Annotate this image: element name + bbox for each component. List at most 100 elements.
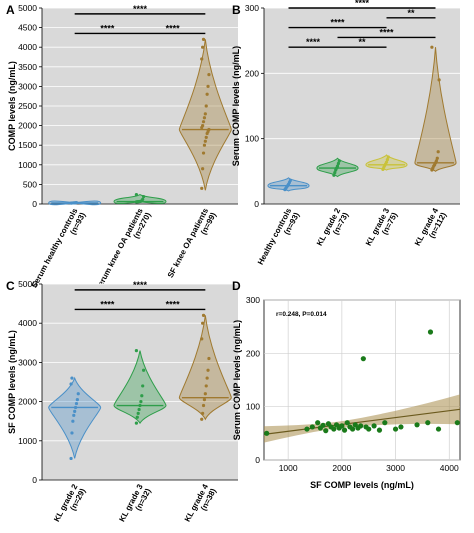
confidence-band	[264, 394, 460, 443]
data-point	[425, 420, 431, 426]
x-tick-label: KL grade 4(n=112)	[413, 206, 448, 251]
y-tick-label: 0	[255, 455, 260, 465]
data-point	[200, 186, 204, 190]
data-point	[202, 143, 207, 147]
x-tick-label: KL grade 2(n=73)	[315, 206, 350, 251]
significance-label: ****	[166, 23, 181, 33]
data-point	[203, 112, 207, 116]
data-point	[75, 398, 79, 402]
data-point	[201, 120, 206, 124]
violin	[414, 47, 457, 173]
data-point	[350, 426, 356, 432]
data-point	[358, 423, 364, 429]
violin	[178, 315, 232, 421]
data-point	[436, 150, 440, 154]
data-point	[206, 84, 210, 88]
data-point	[73, 409, 77, 413]
y-tick-label: 3500	[18, 62, 37, 72]
x-tick-label-line: SF knee OA patients	[166, 206, 211, 279]
data-point	[427, 329, 434, 335]
x-tick-label: 4000	[440, 463, 459, 473]
data-point	[201, 151, 206, 155]
data-point	[74, 401, 79, 406]
x-tick-label: Healthy controls(n=93)	[256, 206, 302, 270]
data-point	[201, 411, 205, 415]
data-point	[203, 392, 207, 396]
x-tick-label: 1000	[279, 463, 298, 473]
significance-label: ****	[306, 37, 321, 47]
y-axis-label: SF COMP levels (ng/mL)	[7, 330, 17, 434]
data-point	[331, 426, 337, 432]
data-point	[205, 376, 209, 380]
data-point	[200, 417, 204, 421]
data-point	[398, 424, 404, 430]
data-point	[70, 431, 74, 435]
y-tick-label: 100	[246, 402, 260, 412]
y-tick-label: 4000	[18, 318, 37, 328]
data-point	[204, 384, 208, 388]
y-tick-label: 5000	[18, 279, 37, 289]
y-tick-label: 1500	[18, 140, 37, 150]
data-point	[134, 349, 138, 353]
data-point	[435, 426, 442, 432]
x-tick-label: Serum healthy controls(n=93)	[30, 206, 88, 293]
y-axis-label: Serum COMP levels (ng/mL)	[232, 320, 242, 440]
data-point	[201, 167, 205, 171]
data-point	[309, 424, 315, 430]
data-point	[333, 171, 337, 175]
data-point	[366, 426, 372, 432]
panel-c: C 0 1000 2000 3000 4000 5000 SF COMP levels (ng…	[6, 279, 238, 527]
data-point	[134, 421, 138, 425]
significance-label: ****	[133, 4, 148, 14]
data-point	[206, 368, 210, 372]
data-point	[70, 376, 74, 380]
data-point	[72, 413, 76, 417]
data-point	[335, 164, 340, 168]
y-tick-label: 4000	[18, 42, 37, 52]
data-point	[337, 159, 341, 163]
data-point	[201, 313, 206, 317]
data-point	[371, 423, 377, 429]
data-point	[207, 73, 211, 77]
significance-label: ****	[330, 18, 345, 28]
significance-label: ****	[355, 0, 370, 8]
significance-label: ****	[100, 23, 115, 33]
panel-letter: C	[6, 279, 15, 293]
significance-label: ****	[379, 27, 394, 37]
regression-line	[263, 408, 461, 435]
data-point	[142, 194, 146, 199]
y-axis-label: Serum COMP levels (ng/mL)	[231, 46, 241, 166]
y-tick-label: 2000	[18, 121, 37, 131]
data-point	[264, 430, 270, 436]
data-point	[142, 368, 146, 372]
data-point	[76, 392, 80, 396]
x-tick-label-line: Healthy controls	[256, 206, 294, 266]
data-point	[437, 78, 441, 82]
data-point	[202, 398, 207, 402]
data-point	[201, 124, 205, 128]
data-point	[336, 161, 340, 166]
data-point	[69, 382, 73, 386]
x-tick-label-line: Serum healthy controls	[30, 206, 80, 289]
y-tick-label: 300	[245, 3, 259, 13]
data-point	[201, 45, 205, 49]
data-point	[204, 104, 208, 108]
data-point	[344, 420, 350, 426]
data-point	[304, 426, 310, 432]
data-point	[392, 426, 399, 432]
y-tick-label: 0	[254, 199, 259, 209]
data-point	[135, 415, 139, 419]
data-point	[434, 159, 438, 163]
y-tick-label: 2500	[18, 101, 37, 111]
data-point	[73, 405, 78, 410]
data-point	[136, 411, 140, 415]
y-tick-label: 0	[32, 199, 37, 209]
data-point	[71, 419, 75, 423]
panel-b: B 0 100 200 300 Serum COMP levels (ng/mL) Heal…	[231, 0, 460, 270]
x-tick-label: KL grade 2(n=29)	[52, 482, 87, 527]
data-point	[139, 400, 143, 404]
data-point	[205, 92, 209, 96]
data-point	[141, 197, 145, 201]
panel-a: A 0 500 1000 1500 2000 2500 3000 3500 4000 4500 500…	[6, 3, 238, 293]
